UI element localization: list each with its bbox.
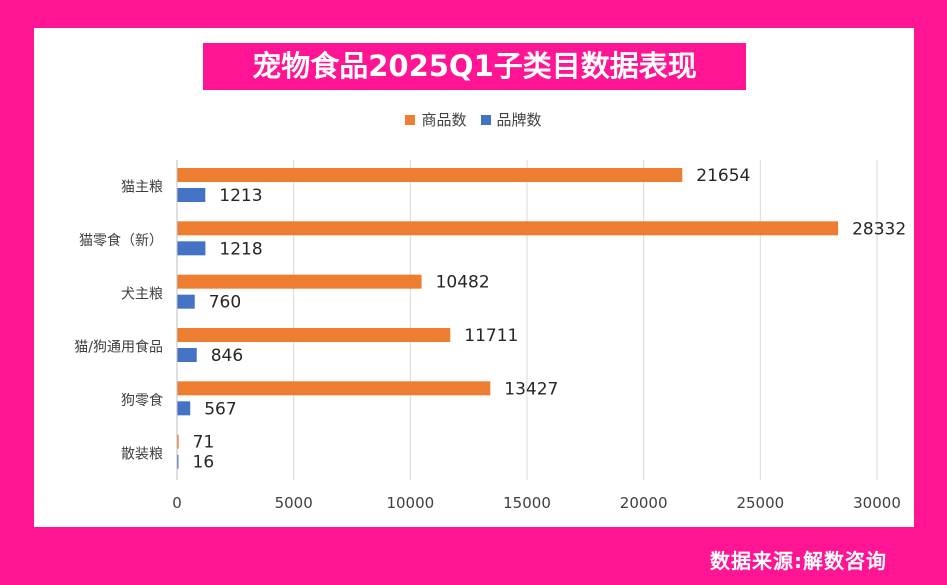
x-tick-label-3: 15000 [503, 494, 551, 512]
x-tick-label-4: 20000 [620, 494, 668, 512]
bar-series-2-1 [177, 241, 206, 256]
bar-series-1-3 [177, 328, 451, 342]
legend-item-series-2: 品牌数 [480, 109, 542, 130]
bar-series-2-3 [177, 348, 197, 362]
data-label-series-1-5: 71 [193, 433, 215, 453]
bar-series-2-4 [177, 401, 191, 416]
data-label-series-2-5: 16 [193, 453, 215, 473]
category-label-3: 猫/狗通用食品 [74, 339, 163, 356]
data-label-series-1-2: 10482 [436, 273, 490, 293]
data-label-series-1-0: 21654 [696, 166, 750, 186]
x-tick-label-2: 10000 [386, 494, 434, 512]
bar-series-2-5 [177, 454, 179, 469]
bar-series-1-1 [177, 221, 839, 236]
data-label-series-1-1: 28332 [852, 219, 906, 239]
category-label-4: 狗零食 [121, 392, 163, 409]
bar-series-1-5 [177, 434, 179, 449]
bar-series-1-0 [177, 168, 683, 182]
data-source-note: 数据来源:解数咨询 [710, 549, 887, 573]
legend-swatch-series-2 [480, 114, 491, 125]
data-label-series-1-3: 11711 [464, 326, 518, 346]
legend-label-series-2: 品牌数 [496, 111, 542, 129]
data-label-series-2-1: 1218 [219, 239, 262, 259]
chart-legend: 商品数 品牌数 [0, 109, 947, 130]
bar-series-2-2 [177, 294, 195, 309]
legend-swatch-series-1 [405, 114, 416, 125]
category-label-5: 散装粮 [121, 446, 163, 462]
data-label-series-2-3: 846 [211, 346, 243, 366]
category-label-2: 犬主粮 [121, 286, 163, 302]
data-label-series-2-0: 1213 [219, 186, 262, 206]
data-label-series-2-4: 567 [204, 399, 236, 419]
legend-label-series-1: 商品数 [421, 111, 467, 129]
x-tick-label-5: 25000 [736, 494, 784, 512]
x-tick-label-0: 0 [172, 494, 182, 512]
category-label-1: 猫零食（新） [79, 232, 163, 249]
data-label-series-1-4: 13427 [504, 379, 558, 399]
bar-series-1-4 [177, 381, 491, 396]
chart-title: 宠物食品2025Q1子类目数据表现 [203, 43, 746, 90]
bar-series-2-0 [177, 188, 206, 202]
legend-item-series-1: 商品数 [405, 109, 467, 130]
x-tick-label-6: 30000 [853, 494, 901, 512]
bar-series-1-2 [177, 274, 422, 289]
x-tick-label-1: 5000 [275, 494, 313, 512]
data-label-series-2-2: 760 [209, 293, 241, 313]
category-label-0: 猫主粮 [121, 180, 163, 196]
